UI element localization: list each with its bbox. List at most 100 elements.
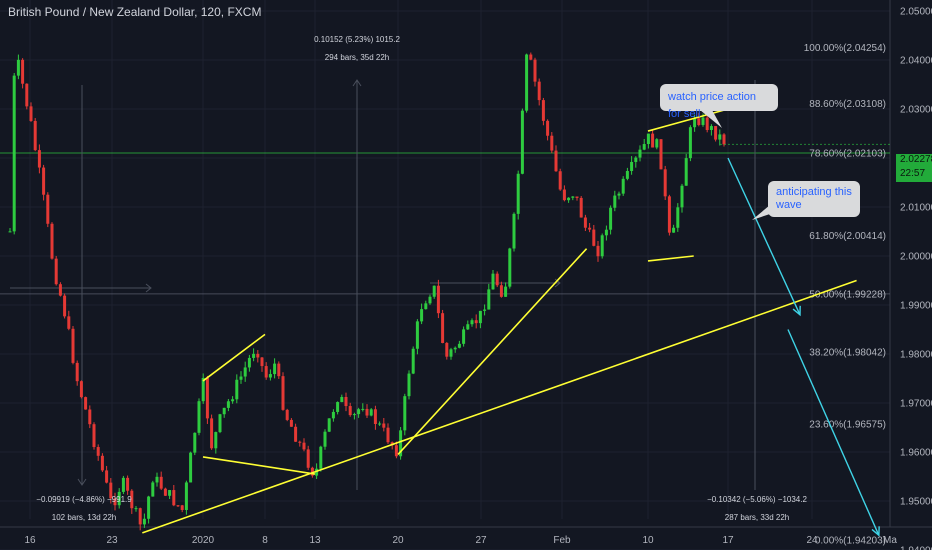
- candle-body: [546, 120, 550, 136]
- candle-body: [680, 185, 684, 208]
- bubble-sell-pointer: [700, 110, 722, 128]
- candle-body: [365, 408, 369, 416]
- candle-body: [470, 320, 474, 325]
- candle-body: [701, 117, 705, 125]
- y-tick-label: 1.97000: [900, 399, 932, 410]
- candle-body: [264, 366, 268, 378]
- candles-group: [8, 52, 726, 531]
- candle-body: [37, 150, 41, 168]
- candle-body: [8, 231, 12, 233]
- candle-body: [113, 498, 117, 506]
- candle-body: [142, 518, 146, 525]
- candle-body: [474, 320, 478, 324]
- candle-body: [163, 488, 167, 496]
- candle-body: [420, 309, 424, 322]
- candle-body: [512, 213, 516, 249]
- candle-body: [138, 508, 142, 525]
- candle-body: [369, 409, 373, 416]
- candle-body: [407, 373, 411, 397]
- trendline-wedge-top: [647, 108, 729, 132]
- candle-body: [441, 313, 445, 343]
- candle-body: [331, 411, 335, 419]
- forecast-arrowhead-1: [792, 305, 801, 317]
- candle-body: [378, 423, 382, 425]
- candle-body: [596, 245, 600, 257]
- candle-body: [466, 324, 470, 330]
- y-tick-label: 2.04000: [900, 56, 932, 67]
- trendline-wedge-bottom: [647, 255, 694, 262]
- annotation-bubble-wave[interactable]: anticipating this wave: [768, 181, 860, 217]
- candle-body: [58, 284, 62, 296]
- candle-body: [415, 321, 419, 349]
- measure-left-line2: 102 bars, 13d 22h: [52, 513, 117, 522]
- candle-body: [554, 150, 558, 172]
- candle-body: [424, 303, 428, 310]
- candle-body: [327, 418, 331, 432]
- candle-body: [625, 171, 629, 179]
- candle-body: [558, 171, 562, 190]
- x-tick-label: 20: [392, 535, 404, 546]
- candle-body: [159, 476, 163, 489]
- candle-body: [495, 273, 499, 286]
- candle-body: [575, 196, 579, 198]
- candle-body: [453, 347, 457, 350]
- measure-upper-line2: 294 bars, 35d 22h: [325, 53, 390, 62]
- measure-arrowhead-left: [77, 478, 87, 486]
- candle-body: [109, 482, 113, 499]
- candle-body: [193, 432, 197, 453]
- measure-upper-line1: 0.10152 (5.23%) 1015.2: [314, 35, 400, 44]
- trendline-channel-bottom-left: [202, 456, 316, 475]
- candle-body: [298, 441, 302, 443]
- candle-body: [54, 258, 58, 285]
- candle-body: [155, 476, 159, 483]
- annotation-bubble-sell[interactable]: watch price action for sell: [660, 84, 778, 120]
- candle-body: [655, 139, 659, 148]
- x-tick-label: 16: [24, 535, 36, 546]
- candle-body: [445, 342, 449, 357]
- candle-body: [550, 135, 554, 151]
- measure-arrowhead-h-left: [145, 283, 152, 293]
- x-tick-label: 24: [806, 535, 818, 546]
- candle-body: [705, 117, 709, 131]
- candle-body: [630, 161, 634, 172]
- x-tick-label: 2020: [192, 535, 215, 546]
- fib-level-label: 88.60%(2.03108): [809, 99, 886, 110]
- candle-body: [310, 467, 314, 476]
- candle-body: [487, 289, 491, 310]
- candle-body: [180, 505, 184, 510]
- candle-body: [567, 197, 571, 201]
- candle-body: [533, 59, 537, 82]
- candle-body: [709, 126, 713, 131]
- candle-body: [243, 367, 247, 377]
- candle-body: [130, 490, 134, 509]
- candle-body: [25, 83, 29, 107]
- candle-body: [285, 409, 289, 420]
- candle-body: [289, 419, 293, 427]
- candle-body: [609, 207, 613, 230]
- candle-body: [642, 144, 646, 150]
- candle-body: [79, 381, 83, 398]
- candle-body: [672, 227, 676, 233]
- candle-body: [646, 133, 650, 145]
- candle-body: [147, 496, 151, 519]
- trendline-long-support: [142, 279, 857, 534]
- y-tick-label: 2.00000: [900, 252, 932, 263]
- candle-body: [651, 133, 655, 148]
- candle-body: [688, 127, 692, 159]
- candle-body: [239, 376, 243, 380]
- candle-body: [571, 196, 575, 198]
- candle-body: [117, 491, 121, 506]
- candle-body: [491, 273, 495, 290]
- candle-body: [226, 401, 230, 408]
- candle-body: [537, 81, 541, 101]
- candle-body: [105, 470, 109, 483]
- x-tick-label: 13: [309, 535, 321, 546]
- x-tick-label: Feb: [553, 535, 571, 546]
- candle-body: [520, 110, 524, 174]
- candle-body: [344, 396, 348, 407]
- candle-body: [659, 139, 663, 170]
- candle-body: [693, 118, 697, 128]
- candle-body: [21, 59, 25, 84]
- candle-body: [684, 158, 688, 186]
